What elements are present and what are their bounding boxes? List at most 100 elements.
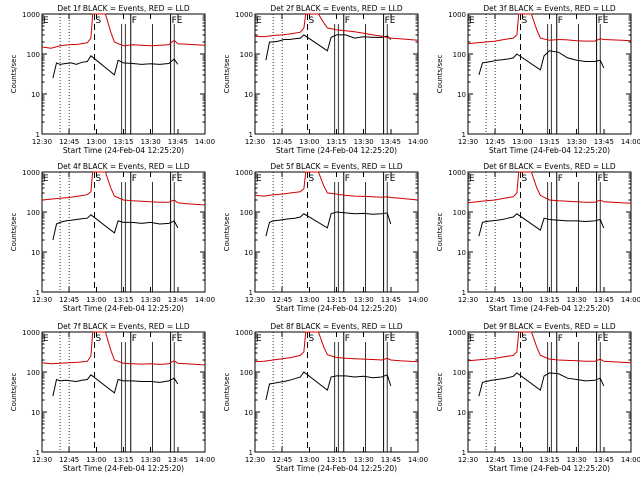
y-tick-label: 1 <box>462 131 466 139</box>
panel-axes <box>467 171 632 293</box>
y-axis-label: Counts/sec <box>436 55 444 94</box>
y-tick-label: 1000 <box>235 169 253 177</box>
x-tick-label: 13:00 <box>299 296 319 304</box>
marker-label-S: S <box>522 16 528 26</box>
x-tick-label: 13:00 <box>512 138 532 146</box>
panel-title: Det 2f BLACK = Events, RED = LLD <box>270 4 403 13</box>
x-tick-label: 13:30 <box>567 456 587 464</box>
x-axis-label: Start Time (24-Feb-04 12:25:20) <box>276 304 397 313</box>
series-events <box>478 372 605 397</box>
x-tick-label: 13:45 <box>168 456 188 464</box>
y-axis-label: Counts/sec <box>10 55 18 94</box>
y-tick-label: 10 <box>457 409 466 417</box>
axis-frame <box>467 171 632 293</box>
marker-label-E: E <box>43 334 49 344</box>
x-tick-label: 13:15 <box>113 296 133 304</box>
y-tick-label: 1 <box>249 289 253 297</box>
x-tick-label: 13:00 <box>86 138 106 146</box>
y-tick-label: 10 <box>31 409 40 417</box>
x-tick-label: 13:45 <box>168 296 188 304</box>
marker-label-FE: FE <box>598 334 609 344</box>
axis-frame <box>254 171 419 293</box>
panel-axes <box>41 171 206 293</box>
x-tick-label: 14:00 <box>408 296 428 304</box>
x-tick-label: 13:00 <box>299 138 319 146</box>
series-lld <box>467 171 632 204</box>
series-events <box>478 213 605 237</box>
time-markers: E S F FE <box>41 332 183 452</box>
y-tick-label: 10 <box>244 249 253 257</box>
x-tick-label: 14:00 <box>195 138 215 146</box>
marker-label-FE: FE <box>385 16 396 26</box>
y-tick-label: 1000 <box>235 11 253 19</box>
panel-axes <box>467 331 632 453</box>
x-tick-label: 13:15 <box>326 296 346 304</box>
marker-label-S: S <box>96 334 102 344</box>
marker-label-S: S <box>309 16 315 26</box>
x-tick-label: 14:00 <box>195 456 215 464</box>
time-markers: E S F FE <box>41 172 183 292</box>
axis-frame <box>41 171 206 293</box>
y-tick-label: 1000 <box>235 329 253 337</box>
x-tick-label: 13:00 <box>512 456 532 464</box>
marker-label-F: F <box>132 174 137 184</box>
panel-7: 12:30 12:45 13:00 13:15 13:30 13:45 14:00 1 10 10… <box>10 322 215 473</box>
x-tick-label: 13:30 <box>354 296 374 304</box>
x-tick-label: 13:45 <box>381 138 401 146</box>
x-tick-label: 13:30 <box>354 138 374 146</box>
series-lld <box>467 331 632 364</box>
series-events <box>52 374 179 397</box>
time-markers: E S F FE <box>254 332 396 452</box>
y-tick-label: 100 <box>453 369 466 377</box>
y-tick-label: 1 <box>36 449 40 457</box>
axis-frame <box>467 13 632 135</box>
x-tick-label: 13:15 <box>113 138 133 146</box>
panel-title: Det 6f BLACK = Events, RED = LLD <box>483 162 616 171</box>
marker-label-FE: FE <box>598 174 609 184</box>
x-tick-label: 13:00 <box>512 296 532 304</box>
panel-title: Det 1f BLACK = Events, RED = LLD <box>57 4 190 13</box>
marker-label-S: S <box>309 334 315 344</box>
x-tick-label: 12:45 <box>59 456 79 464</box>
panel-title: Det 8f BLACK = Events, RED = LLD <box>270 322 403 331</box>
x-tick-label: 13:00 <box>86 456 106 464</box>
marker-label-F: F <box>558 174 563 184</box>
y-tick-label: 10 <box>457 249 466 257</box>
y-tick-label: 100 <box>27 209 40 217</box>
y-tick-label: 1 <box>462 289 466 297</box>
x-tick-label: 12:45 <box>272 138 292 146</box>
x-tick-label: 13:15 <box>326 138 346 146</box>
x-tick-label: 13:45 <box>381 456 401 464</box>
y-tick-label: 100 <box>240 51 253 59</box>
marker-label-FE: FE <box>598 16 609 26</box>
x-axis-label: Start Time (24-Feb-04 12:25:20) <box>489 146 610 155</box>
marker-label-F: F <box>345 174 350 184</box>
series-events <box>265 34 392 61</box>
x-axis-label: Start Time (24-Feb-04 12:25:20) <box>276 464 397 473</box>
x-tick-label: 14:00 <box>195 296 215 304</box>
panel-axes <box>254 13 419 135</box>
axis-frame <box>254 331 419 453</box>
x-tick-label: 14:00 <box>621 296 640 304</box>
y-axis-label: Counts/sec <box>436 213 444 252</box>
y-tick-label: 1 <box>36 289 40 297</box>
time-markers: E S F FE <box>467 172 609 292</box>
panel-4: 12:30 12:45 13:00 13:15 13:30 13:45 14:00 1 10 10… <box>10 162 215 313</box>
marker-label-S: S <box>96 16 102 26</box>
x-axis-label: Start Time (24-Feb-04 12:25:20) <box>489 464 610 473</box>
series-lld <box>41 13 206 49</box>
x-tick-label: 13:15 <box>113 456 133 464</box>
x-tick-label: 12:45 <box>272 456 292 464</box>
panel-axes <box>41 331 206 453</box>
x-tick-label: 13:30 <box>567 138 587 146</box>
panel-1: 12:30 12:45 13:00 13:15 13:30 13:45 14:00 1 10 10… <box>10 4 215 155</box>
y-axis-label: Counts/sec <box>436 373 444 412</box>
marker-label-FE: FE <box>172 334 183 344</box>
panel-title: Det 9f BLACK = Events, RED = LLD <box>483 322 616 331</box>
y-axis-label: Counts/sec <box>10 373 18 412</box>
x-tick-label: 12:45 <box>59 296 79 304</box>
y-tick-label: 1 <box>249 131 253 139</box>
panel-axes <box>467 13 632 135</box>
